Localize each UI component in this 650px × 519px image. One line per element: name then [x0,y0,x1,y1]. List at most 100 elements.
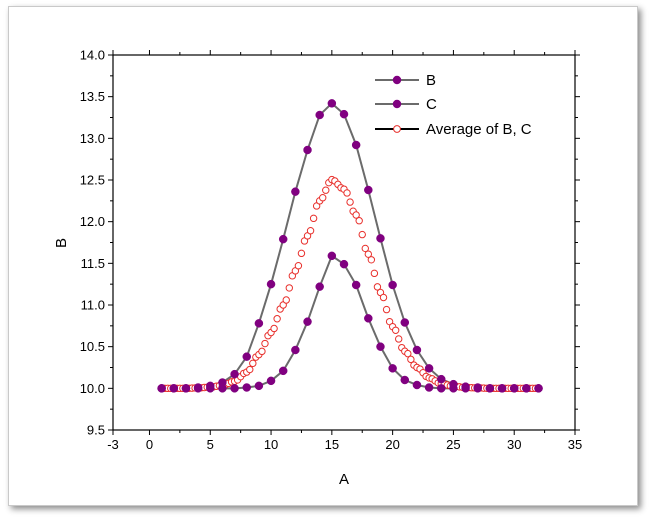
series-average-point [258,347,266,356]
series-average-point [391,326,400,334]
series-average-point [355,217,363,225]
legend-label-2: Average of B, C [426,121,532,138]
series-b-point [291,345,300,355]
series-c-point [388,280,397,290]
series-b-point [157,384,166,393]
series-b-point [242,383,251,392]
x-tick-label: 30 [507,437,521,452]
x-tick-label: 15 [325,437,339,452]
series-b-point [303,317,312,326]
series-average-point [358,230,366,239]
series-b-point [193,384,203,393]
series-average-point [395,335,403,343]
series-average-point [246,365,254,374]
series-b-point [364,314,373,323]
series-average-point [282,296,290,304]
x-axis-title: A [339,471,349,488]
series-average-point [319,194,327,202]
series-c-point [424,364,434,373]
x-tick-label: 20 [385,437,399,452]
series-b-point [254,381,264,391]
series-average-point [404,349,412,358]
y-tick-label: 13.0 [80,131,105,146]
series-average-point [249,359,257,368]
series-b-point [230,384,239,393]
series-b-point [266,376,276,386]
y-axis-title: B [53,238,70,248]
series-c-point [315,110,324,120]
series-b-point [315,282,324,291]
series-c-point [278,234,288,244]
series-b-point [278,366,288,376]
series-average-point [297,249,306,258]
series-b-point [218,384,227,393]
series-b-point [497,384,507,393]
series-b-point [437,384,446,393]
x-tick-label: 25 [446,437,460,452]
series-b-point [449,384,458,393]
y-tick-label: 13.5 [80,89,105,104]
series-c-point [327,99,337,108]
series-average-point [407,355,415,364]
series-average-point [361,244,369,253]
series-c-point [412,345,422,355]
series-average-point [352,211,360,219]
series-b-point [522,384,531,393]
series-b-point [400,375,410,385]
plot-layer [157,99,543,393]
x-tick-label: 0 [146,437,153,452]
series-b-point [388,364,397,373]
axes-layer: -3 0 5 10 15 20 25 30 35 9.5 10.0 10.5 11.0 11.5 12.0 1… [80,48,583,453]
y-tick-label: 11.0 [81,298,105,313]
series-b-point [339,259,349,269]
y-tick-label: 14.0 [80,48,105,63]
series-c-point [303,145,312,155]
y-tick-label: 12.5 [80,173,105,188]
x-tick-label: -3 [107,437,119,452]
series-average-point [270,324,278,333]
series-b-point [424,383,434,392]
series-average-point [373,283,382,291]
series-average-point [370,269,379,278]
series-average-point [306,227,315,235]
y-tick-label: 10.0 [80,381,105,396]
legend-marker-2 [393,125,401,133]
series-average-point [294,262,303,270]
series-c-point [230,369,239,379]
series-b-point [461,384,470,393]
series-c-point [351,140,361,150]
series-average-point [343,189,351,197]
series-c-point [242,352,251,361]
series-average-point [285,284,293,292]
series-c-point [364,185,373,195]
series-b-point [206,384,215,393]
series-c-point [339,109,349,119]
series-b-point [181,384,191,393]
x-tick-label: 35 [568,437,582,452]
series-b-point [412,380,422,390]
series-b-point [509,384,519,393]
legend-marker-1 [392,99,402,109]
x-tick-label: 5 [207,437,214,452]
series-average-point [261,339,269,348]
series-average-point [382,305,391,314]
series-c-point [291,187,300,196]
series-c-point [437,374,446,384]
series-b-point [351,280,361,290]
series-average-point [346,198,354,206]
series-c-point [266,279,276,289]
series-c-line [161,101,539,390]
series-c-point [400,318,410,327]
series-b-point [327,251,337,261]
y-tick-label: 12.0 [80,214,105,229]
legend-marker-0 [392,75,402,85]
series-b-point [473,384,482,393]
x-tick-label: 10 [264,437,278,452]
series-c-point [254,319,264,328]
series-average-point [364,250,373,258]
series-b-point [485,384,495,393]
series-b-point [534,384,543,393]
y-tick-label: 11.5 [81,256,105,271]
legend-label-1: C [426,96,437,113]
